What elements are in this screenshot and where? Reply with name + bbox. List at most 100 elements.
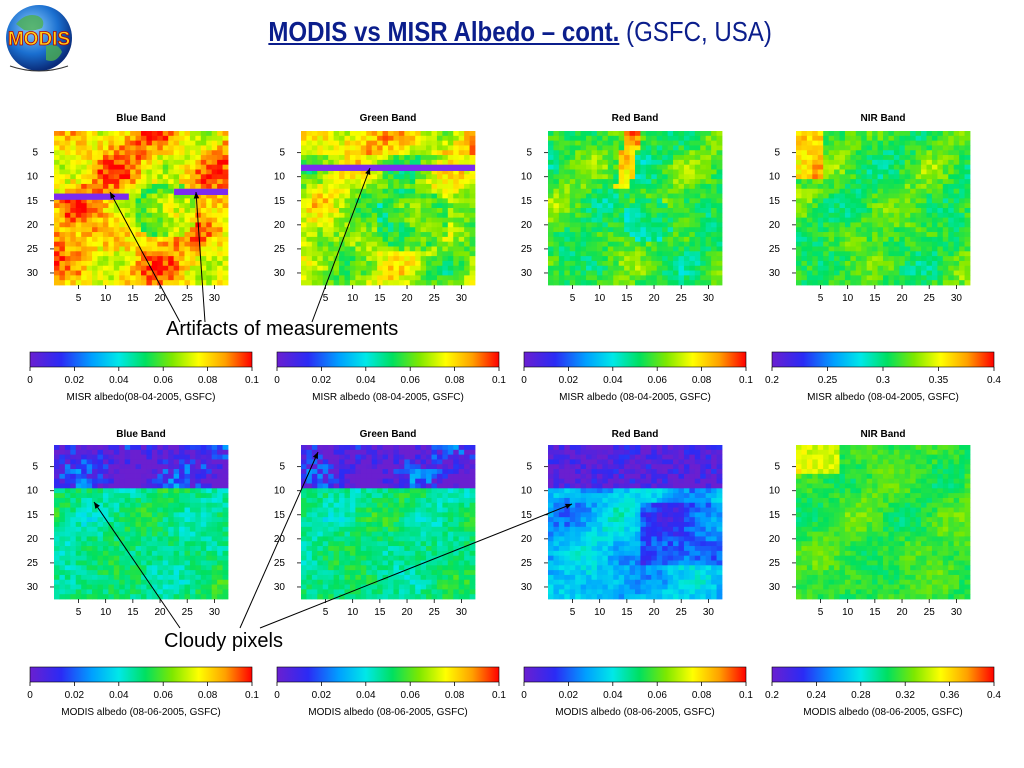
heatmap-cell bbox=[200, 531, 207, 537]
heatmap-cell bbox=[618, 217, 625, 223]
heatmap-cell bbox=[328, 208, 335, 214]
heatmap-cell bbox=[168, 203, 175, 209]
heatmap-cell bbox=[942, 188, 949, 194]
heatmap-cell bbox=[651, 188, 658, 194]
heatmap-cell bbox=[705, 140, 712, 146]
heatmap-cell bbox=[130, 478, 136, 484]
heatmap-cell bbox=[124, 198, 131, 204]
heatmap-cell bbox=[222, 454, 229, 460]
heatmap-cell bbox=[904, 174, 911, 180]
heatmap-cell bbox=[54, 236, 60, 243]
heatmap-cell bbox=[360, 260, 367, 267]
heatmap-cell bbox=[70, 203, 77, 209]
heatmap-cell bbox=[872, 164, 878, 170]
heatmap-cell bbox=[404, 179, 411, 185]
heatmap-cell bbox=[377, 198, 383, 204]
heatmap-cell bbox=[92, 131, 98, 137]
heatmap-cell bbox=[464, 145, 470, 151]
heatmap-cell bbox=[705, 145, 712, 151]
heatmap-cell bbox=[613, 265, 620, 271]
heatmap-cell bbox=[59, 260, 66, 267]
heatmap-cell bbox=[469, 260, 476, 267]
heatmap-cell bbox=[904, 256, 911, 262]
heatmap-cell bbox=[694, 246, 701, 252]
heatmap-cell bbox=[580, 169, 587, 175]
heatmap-cell bbox=[409, 174, 416, 180]
heatmap-cell bbox=[189, 140, 196, 146]
heatmap-cell bbox=[431, 256, 438, 262]
heatmap-cell bbox=[828, 222, 835, 228]
heatmap-cell bbox=[673, 203, 679, 209]
heatmap-cell bbox=[130, 459, 136, 465]
heatmap-cell bbox=[564, 183, 571, 190]
heatmap-cell bbox=[651, 183, 658, 190]
heatmap-cell bbox=[355, 179, 362, 185]
heatmap-cell bbox=[645, 174, 652, 180]
heatmap-cell bbox=[844, 164, 851, 170]
heatmap-cell bbox=[931, 140, 938, 146]
heatmap-cell bbox=[700, 222, 707, 228]
heatmap-cell bbox=[817, 188, 824, 194]
heatmap-cell bbox=[796, 256, 802, 262]
heatmap-cell bbox=[635, 241, 641, 247]
heatmap-cell bbox=[124, 270, 131, 276]
heatmap-cell bbox=[113, 236, 120, 243]
heatmap-cell bbox=[189, 464, 196, 470]
heatmap-cell bbox=[86, 203, 93, 209]
heatmap-cell bbox=[596, 179, 603, 185]
heatmap-cell bbox=[162, 473, 169, 480]
heatmap-cell bbox=[349, 188, 356, 194]
heatmap-cell bbox=[339, 265, 345, 271]
heatmap-cell bbox=[141, 478, 147, 484]
heatmap-cell bbox=[678, 169, 685, 175]
heatmap-cell bbox=[596, 256, 603, 262]
heatmap-cell bbox=[349, 179, 356, 185]
heatmap-cell bbox=[97, 454, 104, 460]
heatmap-cell bbox=[678, 183, 685, 190]
heatmap-cell bbox=[839, 145, 846, 151]
heatmap-cell bbox=[834, 236, 840, 243]
heatmap-cell bbox=[596, 159, 603, 166]
heatmap-cell bbox=[910, 208, 917, 214]
heatmap-cell bbox=[102, 212, 109, 219]
heatmap-cell bbox=[564, 251, 571, 257]
heatmap-cell bbox=[54, 280, 60, 286]
heatmap-cell bbox=[700, 270, 707, 276]
heatmap-cell bbox=[673, 212, 679, 219]
heatmap-cell bbox=[420, 188, 427, 194]
heatmap-cell bbox=[591, 280, 598, 286]
heatmap-cell bbox=[548, 251, 554, 257]
heatmap-title: Blue Band bbox=[116, 429, 165, 440]
heatmap-cell bbox=[553, 251, 560, 257]
heatmap-cell bbox=[426, 169, 432, 175]
heatmap-cell bbox=[328, 265, 335, 271]
heatmap-cell bbox=[371, 241, 378, 247]
heatmap-cell bbox=[817, 275, 824, 281]
heatmap-cell bbox=[694, 280, 701, 286]
heatmap-cell bbox=[179, 232, 185, 238]
heatmap-cell bbox=[575, 203, 582, 209]
heatmap-cell bbox=[108, 208, 115, 214]
heatmap-cell bbox=[366, 280, 373, 286]
heatmap-cell bbox=[97, 507, 104, 513]
heatmap-cell bbox=[173, 222, 180, 228]
heatmap-cell bbox=[124, 469, 131, 475]
heatmap-cell bbox=[222, 227, 229, 233]
heatmap-cell bbox=[926, 227, 933, 233]
heatmap-cell bbox=[596, 208, 603, 214]
heatmap-cell bbox=[130, 169, 136, 175]
heatmap-cell bbox=[86, 150, 93, 156]
heatmap-cell bbox=[124, 449, 131, 456]
heatmap-cell bbox=[97, 251, 104, 257]
heatmap-cell bbox=[716, 159, 723, 166]
heatmap-cell bbox=[130, 203, 136, 209]
heatmap-cell bbox=[81, 512, 88, 518]
heatmap-cell bbox=[92, 459, 98, 465]
heatmap-cell bbox=[135, 208, 142, 214]
heatmap-cell bbox=[404, 203, 411, 209]
heatmap-cell bbox=[948, 270, 955, 276]
heatmap-cell bbox=[388, 179, 394, 185]
heatmap-cell bbox=[834, 270, 840, 276]
heatmap-cell bbox=[366, 260, 373, 267]
heatmap-cell bbox=[602, 164, 609, 170]
